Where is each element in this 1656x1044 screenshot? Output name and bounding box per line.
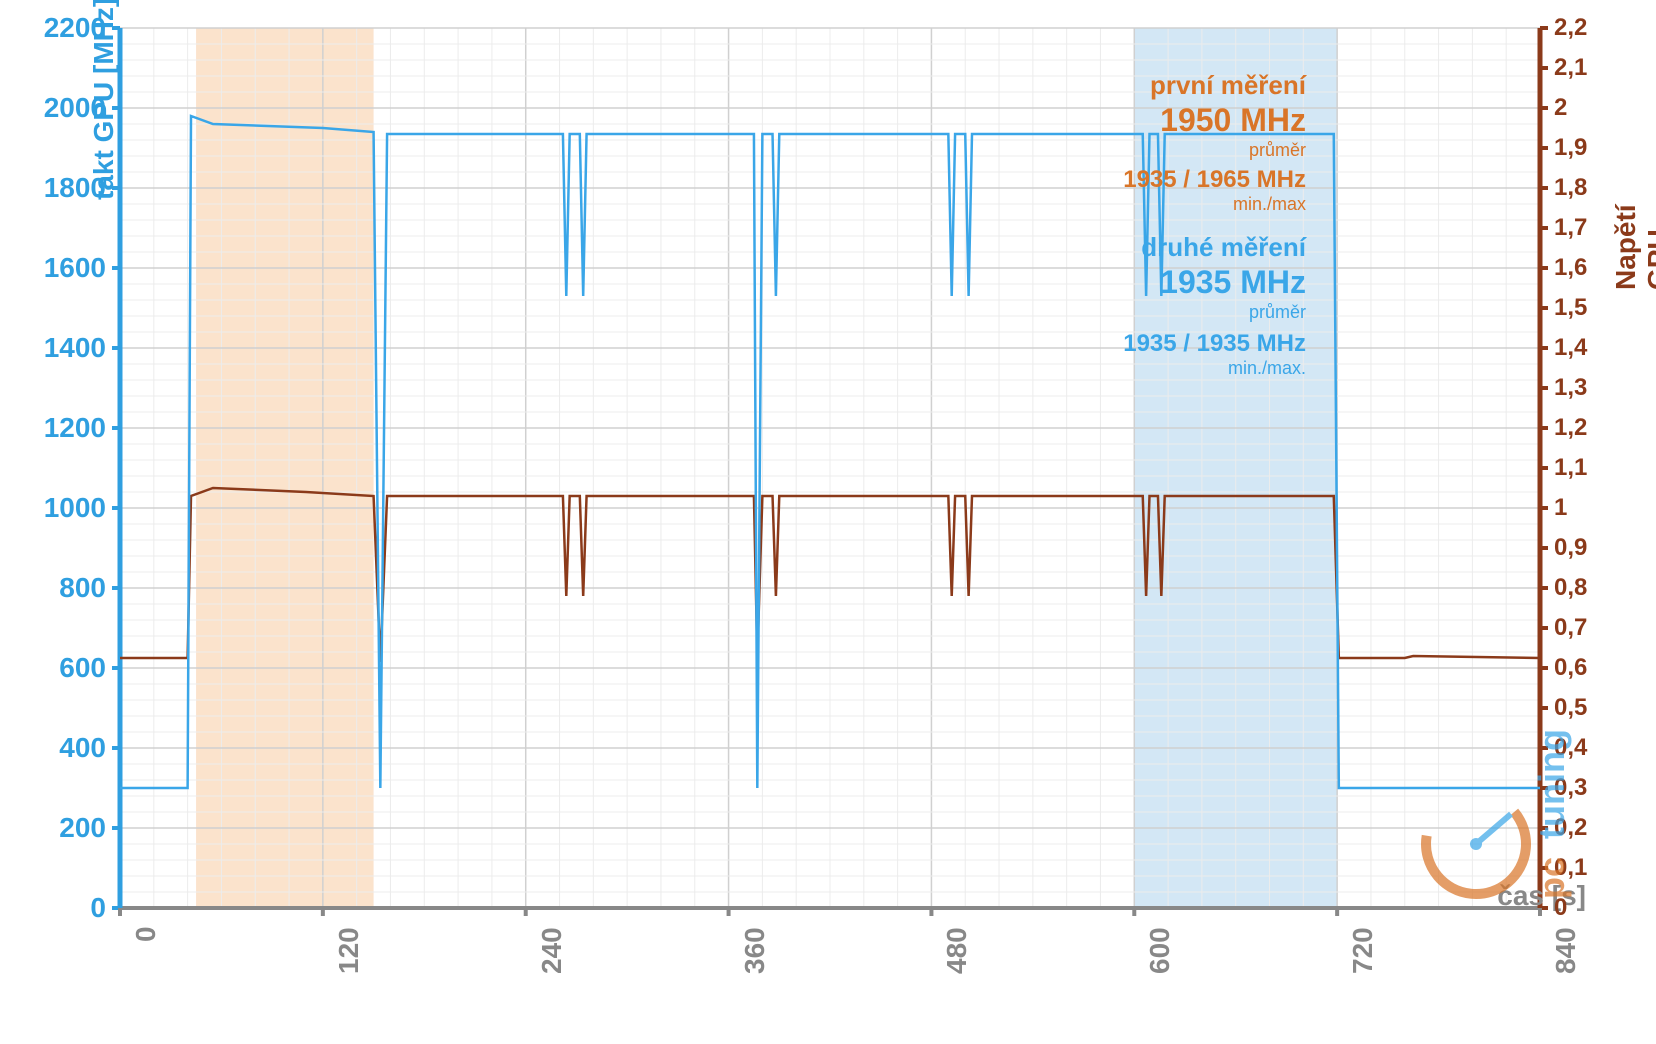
info-first-sub: průměr bbox=[1249, 140, 1306, 161]
y-right-tick: 1 bbox=[1554, 494, 1567, 522]
y-right-tick: 0,8 bbox=[1554, 574, 1587, 602]
y-right-tick: 1,6 bbox=[1554, 254, 1587, 282]
y-right-label: Napětí GPU [V] bbox=[1610, 204, 1656, 290]
info-first-range-sub: min./max bbox=[1233, 194, 1306, 215]
y-left-tick: 1200 bbox=[44, 412, 106, 444]
y-left-tick: 1600 bbox=[44, 252, 106, 284]
y-left-tick: 1800 bbox=[44, 172, 106, 204]
x-tick: 600 bbox=[1144, 927, 1176, 974]
x-tick: 480 bbox=[941, 927, 973, 974]
x-tick: 240 bbox=[536, 927, 568, 974]
info-first-value: 1950 MHz bbox=[1160, 102, 1306, 139]
watermark-svg: pc tuning bbox=[1406, 689, 1586, 909]
y-right-tick: 2 bbox=[1554, 94, 1567, 122]
y-right-tick: 0,6 bbox=[1554, 654, 1587, 682]
y-right-tick: 1,7 bbox=[1554, 214, 1587, 242]
watermark-logo: pc tuning bbox=[1406, 689, 1586, 914]
info-second-value: 1935 MHz bbox=[1160, 264, 1306, 301]
y-right-tick: 0,7 bbox=[1554, 614, 1587, 642]
x-tick: 0 bbox=[130, 926, 162, 942]
info-second-label: druhé měření bbox=[1141, 232, 1306, 263]
plot-svg bbox=[120, 28, 1540, 908]
y-right-tick: 1,5 bbox=[1554, 294, 1587, 322]
y-right-tick: 2,2 bbox=[1554, 14, 1587, 42]
y-right-tick: 0,9 bbox=[1554, 534, 1587, 562]
info-second-sub: průměr bbox=[1249, 302, 1306, 323]
y-left-tick: 1400 bbox=[44, 332, 106, 364]
info-first-label: první měření bbox=[1150, 70, 1306, 101]
y-right-tick: 1,9 bbox=[1554, 134, 1587, 162]
y-right-tick: 1,4 bbox=[1554, 334, 1587, 362]
y-right-tick: 1,1 bbox=[1554, 454, 1587, 482]
y-left-tick: 200 bbox=[59, 812, 106, 844]
info-first-range: 1935 / 1965 MHz bbox=[1123, 166, 1306, 194]
x-tick: 840 bbox=[1550, 927, 1582, 974]
info-second-range-sub: min./max. bbox=[1228, 358, 1306, 379]
svg-text:tuning: tuning bbox=[1531, 729, 1572, 839]
y-left-tick: 2200 bbox=[44, 12, 106, 44]
svg-text:pc: pc bbox=[1531, 857, 1572, 899]
y-right-tick: 1,3 bbox=[1554, 374, 1587, 402]
y-left-tick: 1000 bbox=[44, 492, 106, 524]
x-tick: 720 bbox=[1347, 927, 1379, 974]
y-left-tick: 800 bbox=[59, 572, 106, 604]
x-tick: 120 bbox=[333, 927, 365, 974]
y-left-tick: 600 bbox=[59, 652, 106, 684]
y-left-tick: 0 bbox=[90, 892, 106, 924]
y-right-tick: 1,2 bbox=[1554, 414, 1587, 442]
info-second-range: 1935 / 1935 MHz bbox=[1123, 330, 1306, 358]
chart-container: Takt GPU takt GPU [MHz] Napětí GPU [V] č… bbox=[0, 0, 1656, 1044]
y-left-tick: 2000 bbox=[44, 92, 106, 124]
x-tick: 360 bbox=[739, 927, 771, 974]
y-right-tick: 1,8 bbox=[1554, 174, 1587, 202]
y-right-tick: 2,1 bbox=[1554, 54, 1587, 82]
y-left-tick: 400 bbox=[59, 732, 106, 764]
